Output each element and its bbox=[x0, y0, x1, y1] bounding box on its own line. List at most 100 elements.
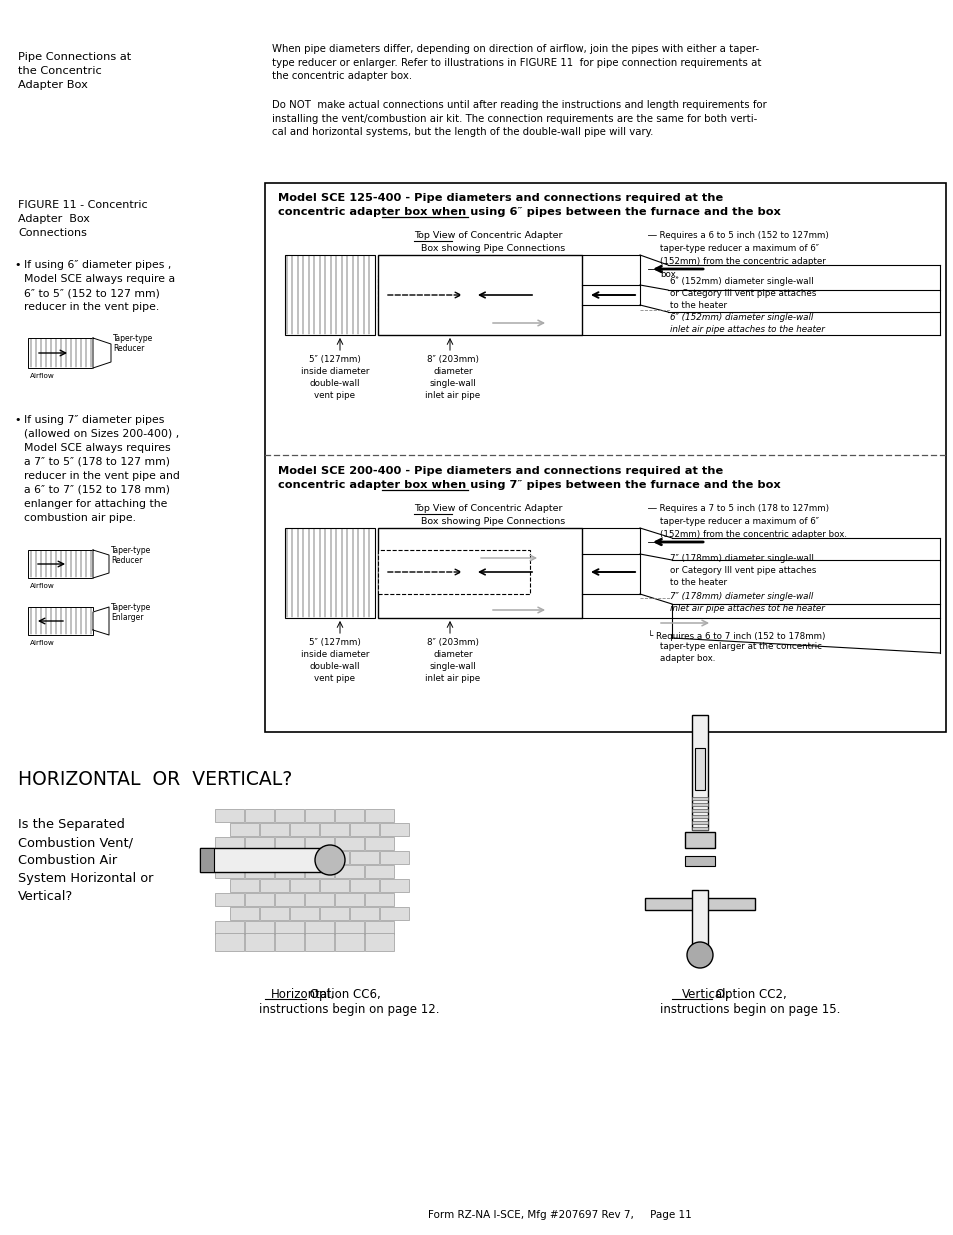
Bar bbox=[365, 893, 394, 906]
Text: 6″ to 5″ (152 to 127 mm): 6″ to 5″ (152 to 127 mm) bbox=[24, 288, 160, 298]
Text: Adapter  Box: Adapter Box bbox=[18, 214, 90, 224]
Text: inlet air pipe: inlet air pipe bbox=[425, 674, 480, 683]
Bar bbox=[274, 921, 304, 934]
Text: taper-type reducer a maximum of 6″: taper-type reducer a maximum of 6″ bbox=[659, 245, 818, 253]
Bar bbox=[350, 823, 378, 836]
Text: inlet air pipe attaches tot he heater: inlet air pipe attaches tot he heater bbox=[669, 604, 824, 613]
Bar bbox=[319, 906, 349, 920]
Text: single-wall: single-wall bbox=[429, 379, 476, 388]
Bar bbox=[319, 851, 349, 864]
Bar bbox=[377, 254, 581, 335]
Text: └ Requires a 6 to 7 inch (152 to 178mm): └ Requires a 6 to 7 inch (152 to 178mm) bbox=[647, 630, 824, 641]
Text: Combustion Air: Combustion Air bbox=[18, 853, 117, 867]
Polygon shape bbox=[92, 606, 109, 635]
Bar bbox=[200, 848, 330, 872]
Bar bbox=[230, 879, 258, 892]
Bar bbox=[290, 906, 318, 920]
Text: Airflow: Airflow bbox=[30, 373, 54, 379]
Text: Reducer: Reducer bbox=[111, 556, 142, 564]
Bar bbox=[274, 893, 304, 906]
Text: to the heater: to the heater bbox=[669, 301, 726, 310]
Bar bbox=[28, 338, 92, 368]
Text: adapter box.: adapter box. bbox=[659, 655, 715, 663]
Text: Airflow: Airflow bbox=[30, 640, 54, 646]
Text: Reducer: Reducer bbox=[112, 345, 144, 353]
Text: the Concentric: the Concentric bbox=[18, 65, 102, 77]
Text: System Horizontal or: System Horizontal or bbox=[18, 872, 153, 885]
Text: Option CC2,: Option CC2, bbox=[711, 988, 786, 1002]
Bar bbox=[230, 906, 258, 920]
Text: Combustion Vent/: Combustion Vent/ bbox=[18, 836, 132, 848]
Bar bbox=[691, 809, 707, 811]
Bar bbox=[245, 932, 274, 951]
Text: Model SCE always require a: Model SCE always require a bbox=[24, 274, 175, 284]
Bar bbox=[691, 827, 707, 830]
Text: Form RZ-NA I-SCE, Mfg #207697 Rev 7,     Page 11: Form RZ-NA I-SCE, Mfg #207697 Rev 7, Pag… bbox=[428, 1210, 691, 1220]
Bar bbox=[260, 879, 289, 892]
Text: Enlarger: Enlarger bbox=[111, 613, 143, 622]
Bar bbox=[335, 893, 364, 906]
Text: taper-type reducer a maximum of 6″: taper-type reducer a maximum of 6″ bbox=[659, 517, 818, 526]
Bar bbox=[274, 809, 304, 823]
Text: Model SCE 200-400 - Pipe diameters and connections required at the: Model SCE 200-400 - Pipe diameters and c… bbox=[277, 466, 722, 475]
Bar bbox=[350, 879, 378, 892]
Bar bbox=[200, 848, 213, 872]
Bar bbox=[377, 275, 530, 315]
Bar bbox=[319, 879, 349, 892]
Bar bbox=[260, 906, 289, 920]
Text: ― Requires a 6 to 5 inch (152 to 127mm): ― Requires a 6 to 5 inch (152 to 127mm) bbox=[647, 231, 828, 240]
Bar bbox=[214, 809, 244, 823]
Text: 6″ (152mm) diameter single-wall: 6″ (152mm) diameter single-wall bbox=[669, 312, 812, 322]
Text: If using 6″ diameter pipes ,: If using 6″ diameter pipes , bbox=[24, 261, 172, 270]
Text: 8″ (203mm): 8″ (203mm) bbox=[427, 354, 478, 364]
Bar bbox=[695, 748, 704, 790]
Bar bbox=[350, 906, 378, 920]
Bar bbox=[305, 893, 334, 906]
Bar bbox=[290, 823, 318, 836]
Text: Airflow: Airflow bbox=[30, 583, 54, 589]
Bar bbox=[260, 851, 289, 864]
Text: Pipe Connections at: Pipe Connections at bbox=[18, 52, 132, 62]
Text: Connections: Connections bbox=[18, 228, 87, 238]
Text: or Category III vent pipe attaches: or Category III vent pipe attaches bbox=[669, 289, 816, 298]
Bar bbox=[691, 797, 707, 800]
Text: Taper-type: Taper-type bbox=[112, 333, 153, 343]
Bar bbox=[365, 864, 394, 878]
Text: combustion air pipe.: combustion air pipe. bbox=[24, 513, 136, 522]
Text: reducer in the vent pipe and: reducer in the vent pipe and bbox=[24, 471, 180, 480]
Bar bbox=[335, 932, 364, 951]
Text: Vertical?: Vertical? bbox=[18, 890, 73, 903]
Text: Horizontal,: Horizontal, bbox=[271, 988, 335, 1002]
Text: Model SCE 125-400 - Pipe diameters and connections required at the: Model SCE 125-400 - Pipe diameters and c… bbox=[277, 193, 722, 203]
Text: Is the Separated: Is the Separated bbox=[18, 818, 125, 831]
Bar bbox=[274, 932, 304, 951]
Bar bbox=[319, 823, 349, 836]
Bar bbox=[684, 856, 714, 866]
Bar bbox=[365, 809, 394, 823]
Bar bbox=[305, 864, 334, 878]
Text: single-wall: single-wall bbox=[429, 662, 476, 671]
Text: Box showing Pipe Connections: Box showing Pipe Connections bbox=[420, 245, 565, 253]
Bar bbox=[28, 606, 92, 635]
Bar bbox=[377, 529, 581, 618]
Text: diameter: diameter bbox=[433, 650, 473, 659]
Bar bbox=[691, 890, 707, 945]
Polygon shape bbox=[92, 338, 111, 368]
Text: box.: box. bbox=[659, 270, 678, 279]
Bar bbox=[350, 851, 378, 864]
Bar bbox=[365, 921, 394, 934]
Bar bbox=[335, 837, 364, 850]
Bar bbox=[379, 823, 409, 836]
Text: (allowed on Sizes 200-400) ,: (allowed on Sizes 200-400) , bbox=[24, 429, 179, 438]
Bar bbox=[245, 893, 274, 906]
Bar bbox=[285, 529, 375, 618]
Text: concentric adapter box when using 6″ pipes between the furnace and the box: concentric adapter box when using 6″ pip… bbox=[277, 207, 781, 217]
Bar bbox=[245, 864, 274, 878]
Bar bbox=[28, 550, 92, 578]
Bar bbox=[285, 254, 375, 335]
Text: instructions begin on page 15.: instructions begin on page 15. bbox=[659, 1003, 840, 1016]
Text: inside diameter: inside diameter bbox=[300, 367, 369, 375]
Bar bbox=[214, 837, 244, 850]
Bar bbox=[305, 921, 334, 934]
Text: Box showing Pipe Connections: Box showing Pipe Connections bbox=[420, 517, 565, 526]
